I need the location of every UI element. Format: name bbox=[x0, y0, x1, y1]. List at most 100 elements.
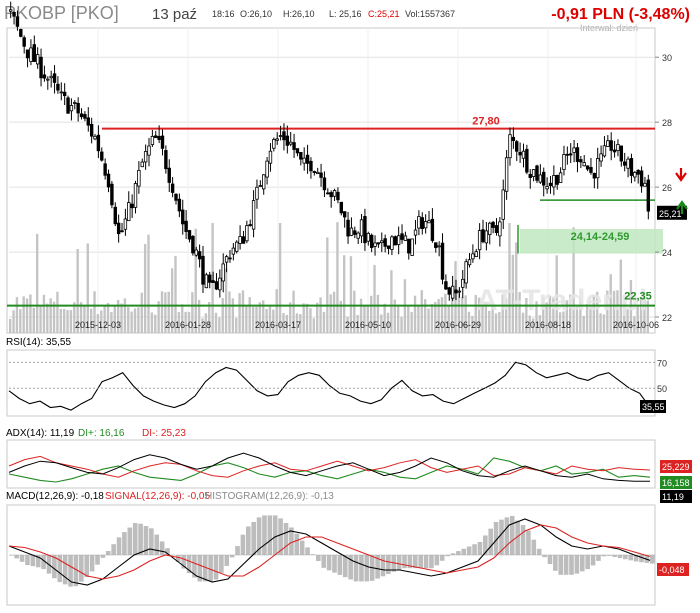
candle-body bbox=[528, 173, 532, 178]
candle-body bbox=[596, 158, 600, 179]
macd-histogram-bar bbox=[558, 555, 564, 575]
volume-bar bbox=[626, 309, 629, 333]
candle-body bbox=[19, 29, 23, 37]
macd-histogram-bar bbox=[181, 555, 186, 569]
volume-bar bbox=[612, 290, 616, 333]
volume-bar bbox=[302, 303, 305, 333]
volume-bar bbox=[272, 309, 275, 333]
volume-bar bbox=[552, 296, 555, 333]
volume-bar bbox=[545, 302, 548, 333]
candle-body bbox=[548, 182, 553, 187]
candle-body bbox=[214, 281, 219, 290]
candle-body bbox=[309, 160, 313, 172]
volume-bar bbox=[383, 303, 386, 333]
rsi-panel-frame bbox=[6, 349, 656, 417]
candle-body bbox=[494, 225, 499, 234]
volume-bar bbox=[89, 308, 93, 333]
macd-histogram-bar bbox=[52, 555, 57, 579]
volume-bar bbox=[120, 303, 123, 333]
candle-body bbox=[29, 47, 33, 62]
volume-bar bbox=[585, 303, 589, 333]
macd-histogram-bar bbox=[445, 555, 450, 557]
candle-body bbox=[474, 251, 478, 257]
volume-bar bbox=[160, 291, 164, 333]
candle-body bbox=[12, 12, 16, 17]
volume-bar bbox=[201, 318, 204, 333]
candle-body bbox=[565, 153, 570, 156]
candle-body bbox=[106, 173, 111, 188]
macd-histogram-bar bbox=[466, 546, 472, 555]
macd-histogram-bar bbox=[224, 555, 230, 566]
volume-bar bbox=[73, 302, 76, 333]
candle-body bbox=[228, 257, 232, 260]
candlesticks bbox=[8, 1, 651, 301]
candle-body bbox=[326, 192, 330, 195]
volume-bar bbox=[602, 314, 606, 333]
volume-bar bbox=[184, 311, 187, 333]
macd-histogram-bar bbox=[278, 518, 283, 555]
volume-bar bbox=[477, 297, 481, 333]
macd-histogram-bar bbox=[62, 555, 68, 585]
volume-bar bbox=[636, 304, 639, 333]
volume-bar bbox=[461, 296, 464, 333]
sell-arrow-icon bbox=[675, 168, 687, 182]
volume-bar bbox=[589, 306, 592, 333]
volume-bar bbox=[133, 308, 137, 333]
candle-body bbox=[160, 135, 165, 149]
candle-body bbox=[622, 161, 627, 166]
macd-histogram-bar bbox=[95, 555, 100, 565]
quote-open: O:26,10 bbox=[240, 9, 272, 19]
candle-body bbox=[569, 153, 573, 156]
candle-body bbox=[531, 169, 536, 177]
volume-bar bbox=[262, 300, 265, 333]
volume-bar bbox=[127, 307, 130, 333]
volume-bar bbox=[245, 306, 248, 333]
rsi-axis-label: 70 bbox=[657, 358, 667, 368]
volume-bar bbox=[312, 318, 316, 333]
candle-body bbox=[282, 131, 286, 141]
candle-body bbox=[143, 151, 148, 163]
volume-bar bbox=[62, 309, 66, 333]
volume-bar bbox=[289, 302, 292, 333]
macd-histogram-bar bbox=[585, 555, 590, 570]
candle-body bbox=[73, 102, 77, 104]
macd-histogram-bar bbox=[175, 555, 181, 562]
candle-body bbox=[339, 201, 344, 214]
rsi-panel: 50 70 35,55 bbox=[8, 358, 667, 413]
volume-bar bbox=[420, 290, 423, 333]
candle-body bbox=[609, 140, 613, 151]
candle-body bbox=[538, 174, 543, 183]
volume-bar bbox=[542, 297, 545, 333]
volume-bar bbox=[66, 310, 69, 333]
candle-body bbox=[103, 163, 107, 176]
volume-bar bbox=[373, 265, 376, 333]
macd-histogram-bar bbox=[477, 541, 483, 555]
volume-bar bbox=[123, 298, 127, 333]
candle-body bbox=[319, 172, 323, 178]
volume-bar bbox=[228, 291, 231, 333]
candle-body bbox=[417, 216, 421, 229]
quote-close: C:25,21 bbox=[368, 9, 400, 19]
candle-body bbox=[59, 91, 63, 94]
candle-body bbox=[315, 171, 320, 175]
macd-histogram-bar bbox=[515, 520, 520, 555]
rsi-title: RSI(14): 35,55 bbox=[6, 337, 71, 348]
volume-bar bbox=[140, 292, 143, 333]
candle-body bbox=[437, 245, 441, 248]
date-axis: 2015-12-03 2016-01-28 2016-03-17 2016-05-10… bbox=[75, 320, 659, 330]
volume-bar bbox=[177, 312, 181, 333]
volume-bar bbox=[562, 311, 565, 333]
candle-body bbox=[110, 183, 114, 206]
volume-bar bbox=[390, 270, 393, 333]
candle-body bbox=[191, 235, 195, 254]
volume-bar bbox=[285, 314, 289, 333]
candle-body bbox=[224, 256, 229, 263]
candle-body bbox=[396, 235, 401, 245]
volume-bar bbox=[346, 316, 349, 333]
volume-bar bbox=[49, 298, 52, 333]
volume-bar bbox=[498, 312, 501, 333]
candle-body bbox=[208, 274, 212, 283]
candle-body bbox=[76, 102, 80, 114]
price-axis-label: 26 bbox=[662, 183, 672, 193]
